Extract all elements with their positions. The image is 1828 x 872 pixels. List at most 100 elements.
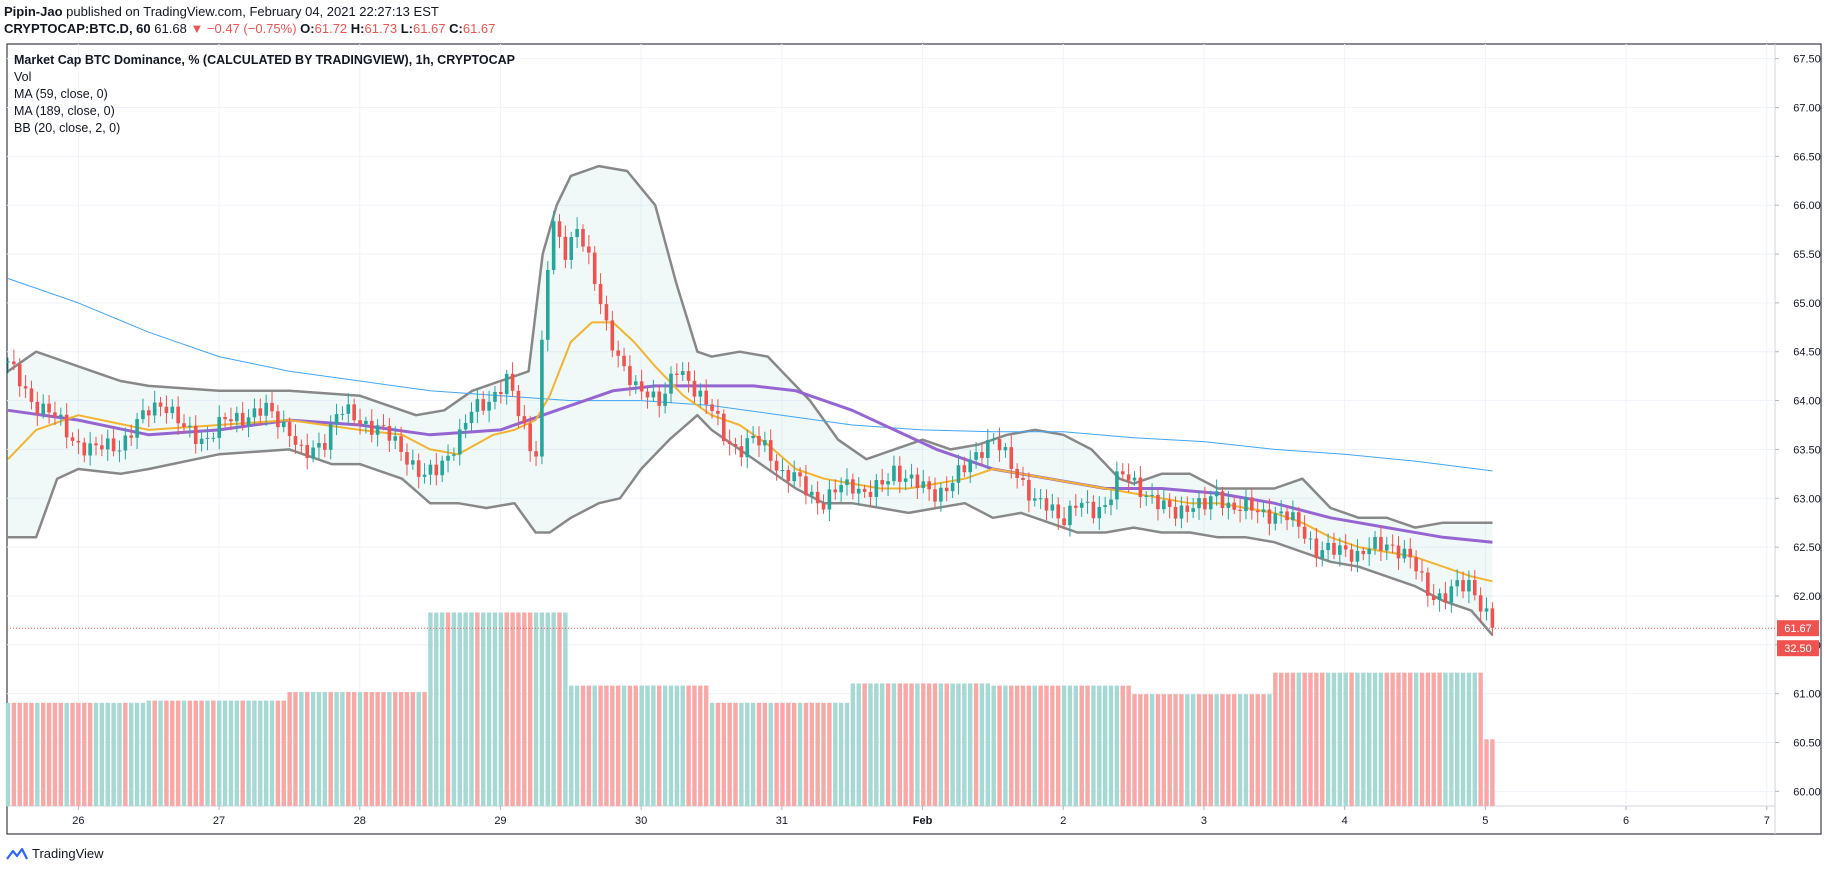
candle-body (551, 221, 556, 270)
candle-body (1255, 510, 1260, 513)
legend-title[interactable]: Market Cap BTC Dominance, % (CALCULATED … (14, 53, 515, 67)
volume-bar (885, 683, 891, 806)
candle-body (1396, 545, 1401, 559)
volume-bar (263, 700, 269, 806)
author-name[interactable]: Pipin-Jao (4, 4, 63, 19)
price-tick-label: 63.50 (1793, 444, 1821, 456)
volume-bar (463, 612, 468, 806)
volume-bar (498, 612, 504, 806)
candle-body (387, 425, 392, 441)
volume-bar (698, 685, 703, 806)
volume-bar (985, 683, 991, 806)
candle-body (23, 386, 28, 389)
legend-ma59[interactable]: MA (59, close, 0) (14, 87, 108, 101)
volume-bar (117, 702, 122, 806)
volume-bar (1273, 672, 1278, 806)
volume-bar (633, 685, 638, 806)
volume-bar (1419, 672, 1425, 806)
volume-bar (439, 612, 445, 806)
legend-bb[interactable]: BB (20, close, 2, 0) (14, 121, 121, 135)
volume-bar (657, 685, 662, 806)
candle-body (1038, 498, 1043, 500)
price-tick-label: 63.00 (1793, 493, 1821, 505)
volume-bar (1190, 694, 1196, 806)
volume-bar (686, 685, 691, 806)
price-axis[interactable]: 67.50 67.00 66.50 66.00 65.50 65.00 64.50 64.00… (1775, 54, 1821, 799)
volume-bar (11, 702, 17, 806)
candle-body (276, 411, 280, 428)
candle-body (240, 412, 245, 426)
volume-bar (1378, 672, 1384, 806)
candle-body (1062, 518, 1066, 526)
candle-body (980, 452, 984, 458)
price-tick-label: 64.50 (1793, 347, 1821, 359)
volume-bar (346, 692, 351, 806)
volume-bar (586, 685, 592, 806)
candle-body (223, 417, 227, 420)
candle-body (375, 425, 380, 435)
volume-bar (1132, 694, 1137, 806)
candle-body (1050, 504, 1055, 511)
volume-bar (692, 685, 697, 806)
candle-body (1244, 497, 1248, 512)
candle-body (1261, 509, 1266, 513)
price-tick-label: 62.00 (1793, 591, 1821, 603)
candle-body (733, 444, 738, 447)
volume-bar (1349, 672, 1354, 806)
candle-body (1414, 557, 1418, 572)
volume-bar (786, 702, 791, 806)
candle-body (1472, 580, 1477, 596)
footer-brand[interactable]: TradingView (6, 846, 104, 861)
candle-body (721, 413, 726, 442)
volume-bar (1314, 672, 1319, 806)
candle-body (369, 420, 374, 435)
volume-bar (1126, 685, 1131, 806)
candle-body (1467, 580, 1471, 592)
candle-body (64, 414, 69, 438)
candle-body (1144, 495, 1149, 497)
volume-bar (1361, 672, 1366, 806)
candle-body (581, 228, 585, 247)
volume-bar (997, 685, 1002, 806)
volume-badge (1777, 640, 1819, 657)
candle-body (909, 474, 914, 479)
legend-volume[interactable]: Vol (14, 70, 32, 84)
volume-bar (932, 683, 938, 806)
candle-body (956, 465, 961, 483)
volume-bar (1091, 685, 1096, 806)
candle-body (856, 488, 861, 494)
volume-bar (1003, 685, 1008, 806)
high-value: 61.73 (364, 21, 398, 36)
volume-bar (58, 702, 64, 806)
volume-bar (363, 692, 369, 806)
volume-bar (774, 702, 779, 806)
candle-body (317, 442, 321, 448)
volume-bar (651, 685, 656, 806)
volume-bar (1408, 672, 1413, 806)
candle-body (270, 402, 274, 412)
candle-body (176, 406, 180, 424)
volume-bar (134, 702, 140, 806)
volume-bar (615, 685, 621, 806)
volume-bar (76, 702, 81, 806)
candle-body (463, 423, 468, 430)
candle-body (1431, 595, 1436, 601)
time-axis[interactable]: 26 27 28 29 30 31 Feb 2 3 4 5 6 7 (72, 806, 1770, 827)
legend-ma189[interactable]: MA (189, close, 0) (14, 104, 115, 118)
candle-body (1203, 498, 1207, 510)
volume-bar (1085, 685, 1090, 806)
candle-body (12, 361, 16, 365)
volume-bar (574, 685, 580, 806)
volume-bar (1167, 694, 1172, 806)
candle-body (1167, 500, 1172, 507)
candle-body (598, 284, 603, 305)
candle-body (1197, 498, 1201, 509)
volume-bar (1044, 685, 1049, 806)
candle-body (669, 373, 673, 394)
candle-body (545, 269, 550, 340)
candle-body (886, 481, 890, 485)
candle-body (1273, 513, 1278, 524)
volume-bar (375, 692, 380, 806)
volume-bar (592, 685, 597, 806)
